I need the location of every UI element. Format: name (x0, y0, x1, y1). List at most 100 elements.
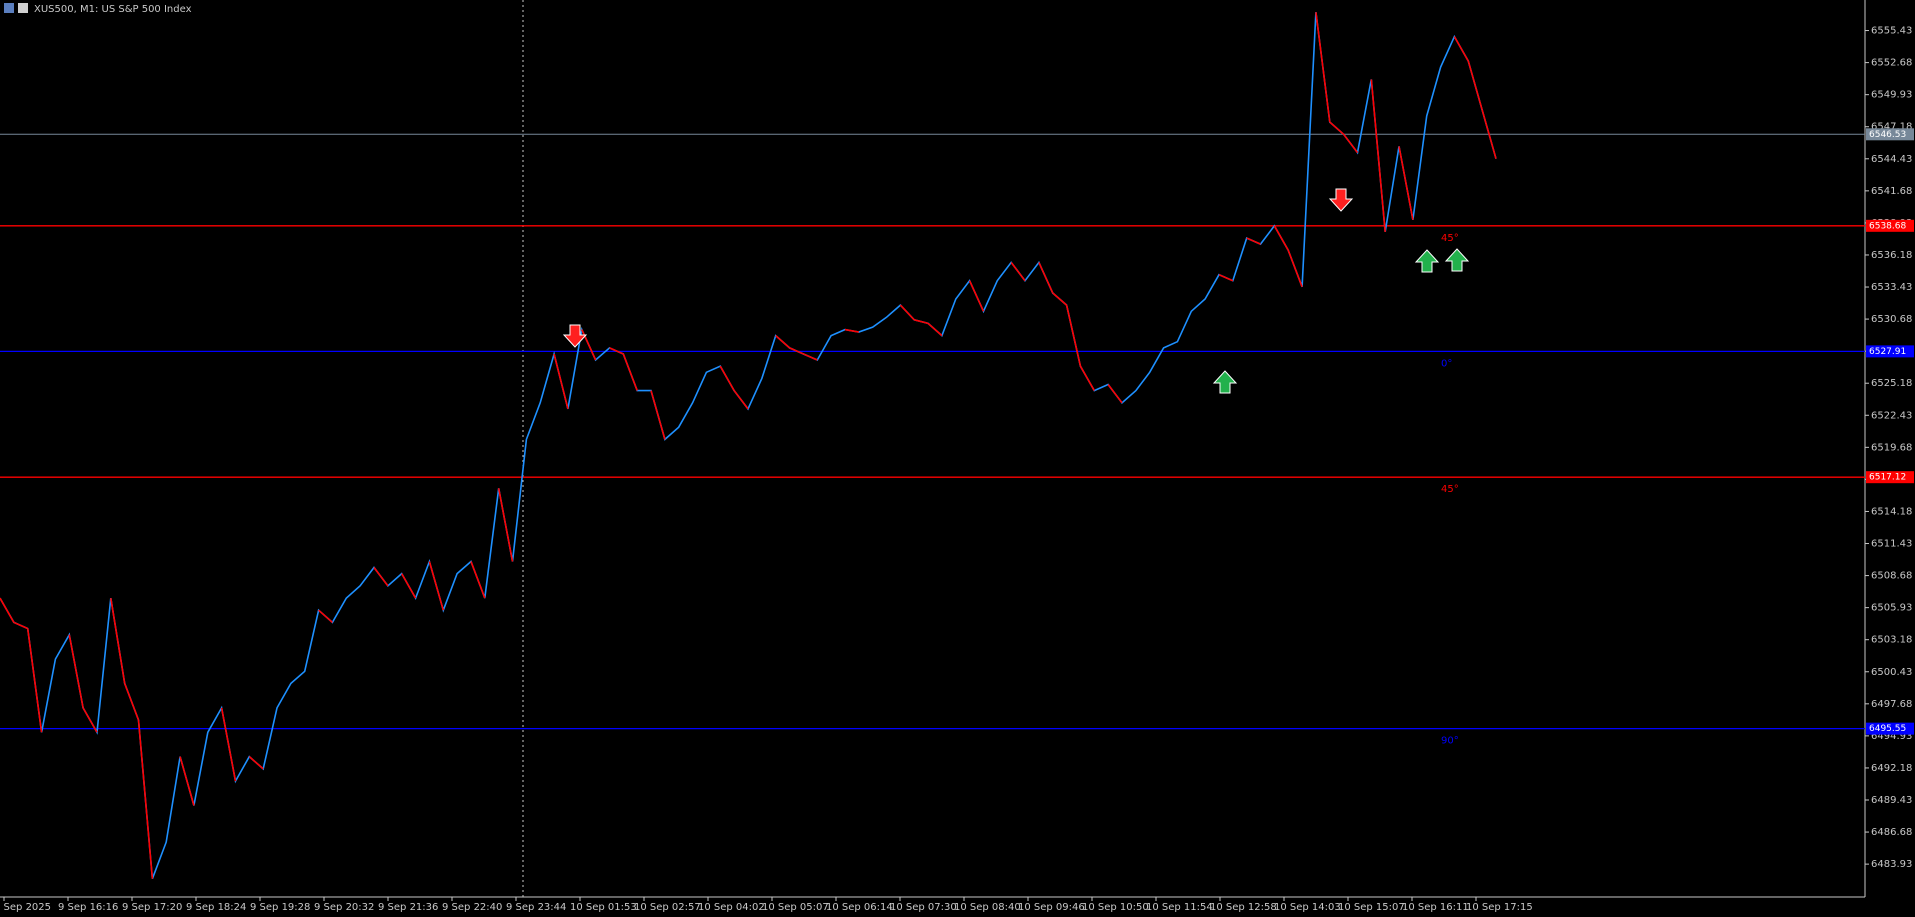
x-tick-label: 9 Sep 18:24 (186, 902, 246, 913)
down-segment (927, 322, 943, 337)
down-segment (650, 390, 666, 440)
y-tick-label: 6541.68 (1871, 186, 1912, 197)
y-tick-label: 6525.18 (1871, 378, 1912, 389)
y-tick-label: 6530.68 (1871, 314, 1912, 325)
down-segment (1370, 79, 1386, 232)
y-tick-label: 6508.68 (1871, 571, 1912, 582)
down-segment (914, 319, 929, 325)
level-price-label: 6538.68 (1869, 221, 1906, 231)
down-segment (1246, 237, 1261, 245)
x-tick-label: 9 Sep 2025 (0, 902, 51, 913)
down-segment (553, 353, 569, 410)
down-segment (968, 280, 985, 312)
down-segment (26, 628, 43, 733)
chart-icon (18, 3, 28, 13)
x-tick-label: 9 Sep 19:28 (250, 902, 310, 913)
x-tick-label: 9 Sep 20:32 (314, 902, 374, 913)
down-segment (110, 597, 126, 684)
down-segment (248, 756, 264, 770)
x-tick-label: 10 Sep 11:54 (1146, 902, 1213, 913)
down-segment (220, 707, 237, 782)
x-tick-label: 10 Sep 07:30 (890, 902, 957, 913)
x-tick-label: 9 Sep 17:20 (122, 902, 182, 913)
x-tick-label: 10 Sep 02:57 (634, 902, 701, 913)
down-segment (803, 353, 818, 361)
current-price-label: 6546.53 (1869, 130, 1906, 140)
x-tick-label: 10 Sep 10:50 (1082, 902, 1149, 913)
level-price-box (1866, 722, 1914, 735)
y-tick-label: 6519.68 (1871, 442, 1912, 453)
x-tick-label: 9 Sep 22:40 (442, 902, 502, 913)
down-segment (13, 621, 29, 630)
down-segment (1287, 249, 1303, 288)
down-segment (179, 756, 195, 806)
buy-arrow (1414, 249, 1440, 273)
x-tick-label: 10 Sep 01:53 (570, 902, 637, 913)
x-tick-label: 10 Sep 09:46 (1018, 902, 1085, 913)
down-segment (318, 609, 333, 624)
x-tick-label: 10 Sep 05:07 (762, 902, 829, 913)
x-tick-label: 10 Sep 04:02 (698, 902, 765, 913)
signal-arrows (562, 188, 1470, 394)
down-segment (719, 365, 735, 391)
chart-title: XUS500, M1: US S&P 500 Index (34, 4, 192, 15)
x-tick-label: 10 Sep 06:14 (826, 902, 893, 913)
sell-arrow (562, 324, 588, 348)
y-tick-label: 6505.93 (1871, 603, 1912, 614)
y-tick-label: 6489.43 (1871, 795, 1912, 806)
level-price-label: 6495.55 (1869, 724, 1906, 734)
x-tick-label: 10 Sep 15:07 (1338, 902, 1405, 913)
down-segment (1065, 304, 1082, 367)
down-segment (373, 567, 389, 587)
down-segment (844, 328, 859, 333)
y-tick-label: 6497.68 (1871, 699, 1912, 710)
down-segment (401, 573, 417, 599)
down-segment (1038, 262, 1054, 294)
x-tick-label: 10 Sep 16:11 (1402, 902, 1469, 913)
down-segment (789, 347, 804, 355)
level-angle-label: 90° (1441, 736, 1459, 747)
down-segment (1052, 292, 1068, 306)
y-tick-label: 6492.18 (1871, 763, 1912, 774)
sell-arrow (1328, 188, 1354, 212)
level-angle-label: 0° (1441, 358, 1452, 369)
level-angle-label: 45° (1441, 484, 1459, 495)
level-price-box (1866, 345, 1914, 358)
y-tick-label: 6547.18 (1871, 122, 1912, 133)
y-tick-label: 6503.18 (1871, 635, 1912, 646)
x-tick-label: 9 Sep 16:16 (58, 902, 118, 913)
x-tick-label: 9 Sep 21:36 (378, 902, 438, 913)
down-segment (899, 304, 915, 321)
y-tick-label: 6536.18 (1871, 250, 1912, 261)
down-segment (609, 347, 624, 355)
down-segment (622, 353, 638, 391)
y-tick-label: 6549.93 (1871, 90, 1912, 101)
y-tick-label: 6494.93 (1871, 731, 1912, 742)
down-segment (68, 634, 84, 709)
level-angle-label: 45° (1441, 233, 1459, 244)
down-segment (428, 561, 445, 611)
down-segment (1273, 225, 1289, 251)
y-tick-label: 6511.43 (1871, 539, 1912, 550)
x-tick-label: 10 Sep 17:15 (1466, 902, 1533, 913)
down-segment (1481, 109, 1497, 159)
y-tick-label: 6555.43 (1871, 26, 1912, 37)
y-tick-label: 6552.68 (1871, 58, 1912, 69)
down-segment (1398, 146, 1414, 220)
down-segment (123, 683, 140, 721)
y-tick-label: 6500.43 (1871, 667, 1912, 678)
down-segment (1467, 60, 1483, 111)
level-price-label: 6527.91 (1869, 347, 1906, 357)
window-icon (4, 3, 14, 13)
y-tick-label: 6533.43 (1871, 282, 1912, 293)
level-price-box (1866, 219, 1914, 232)
down-segment (470, 561, 486, 599)
level-price-box (1866, 471, 1914, 484)
down-segment (1107, 384, 1123, 404)
x-tick-label: 10 Sep 08:40 (954, 902, 1021, 913)
y-tick-label: 6514.18 (1871, 506, 1912, 517)
y-tick-label: 6486.68 (1871, 827, 1912, 838)
down-segment (775, 335, 791, 349)
